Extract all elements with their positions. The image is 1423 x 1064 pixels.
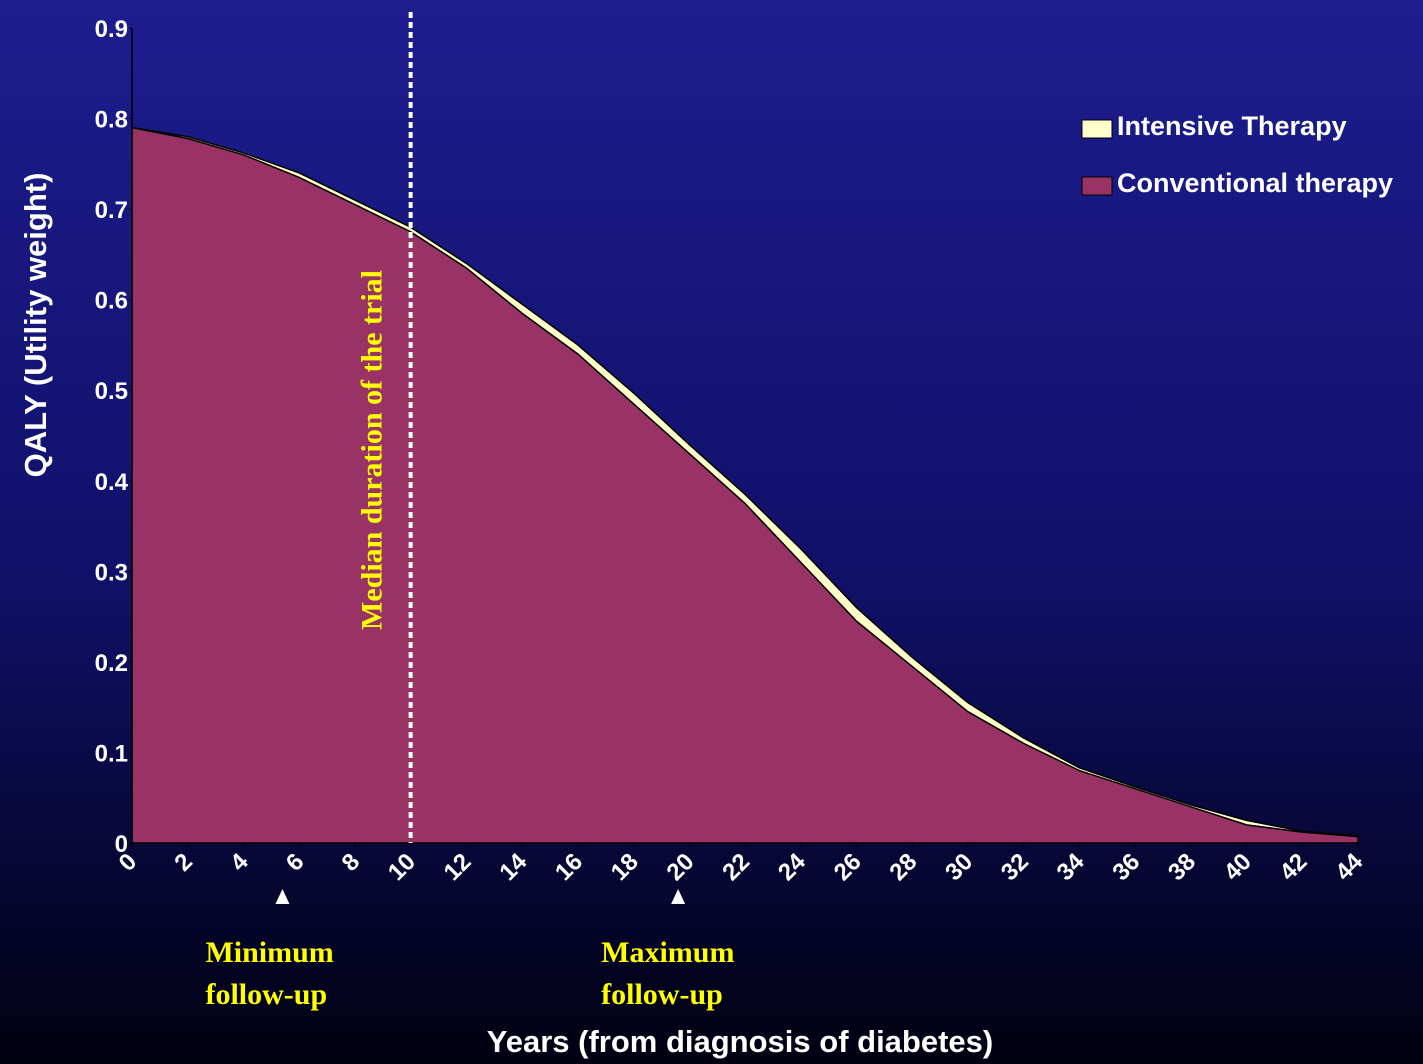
y-tick-label: 0.7	[95, 197, 128, 224]
y-tick-label: 0.9	[95, 16, 128, 43]
y-tick-label: 0.8	[95, 107, 128, 134]
legend-swatch	[1081, 176, 1113, 196]
legend-swatch	[1081, 119, 1113, 139]
x-axis-label: Years (from diagnosis of diabetes)	[487, 1024, 993, 1059]
annotation: Median duration of the trial	[356, 270, 389, 630]
legend-label: Intensive Therapy	[1117, 111, 1347, 141]
legend-label: Conventional therapy	[1117, 168, 1393, 198]
y-tick-label: 0	[115, 831, 128, 858]
annotation: Maximum	[601, 936, 734, 969]
annotation: follow-up	[205, 978, 327, 1011]
area	[131, 126, 1359, 844]
y-tick-label: 0.2	[95, 650, 128, 677]
y-tick-label: 0.1	[95, 740, 128, 767]
y-tick-label: 0.6	[95, 288, 128, 315]
follow-up-marker	[671, 889, 686, 904]
y-axis-label: QALY (Utility weight)	[18, 173, 53, 478]
y-tick-label: 0.4	[95, 469, 129, 496]
annotation: follow-up	[601, 978, 723, 1011]
y-tick-label: 0.5	[95, 378, 128, 405]
follow-up-marker	[275, 889, 290, 904]
annotation: Minimum	[205, 936, 333, 969]
y-tick-label: 0.3	[95, 559, 128, 586]
